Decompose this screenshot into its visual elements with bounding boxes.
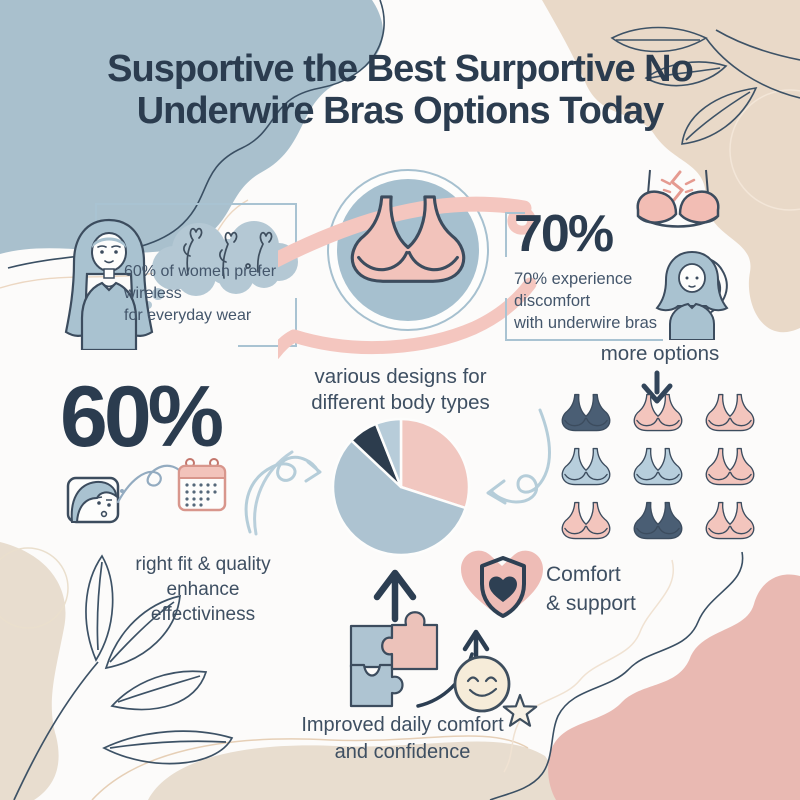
woman-thinking-icon <box>64 218 154 350</box>
bra-option-icon <box>694 386 766 440</box>
woman-discomfort-icon <box>655 250 729 340</box>
pie-slice <box>399 417 471 510</box>
fit-quality-line-2: enhance <box>166 579 240 600</box>
pie-title-line-2: different body types <box>311 391 490 414</box>
title-line-2: Underwire Bras Options Today <box>136 90 665 132</box>
right-stat-text: 70% experience discomfort with underwire… <box>514 268 704 334</box>
blob-bottom-left-strip <box>0 542 66 800</box>
pie-title-line-1: various designs for <box>314 365 487 388</box>
calendar-icon <box>177 458 227 512</box>
puzzle-pieces-icon <box>349 611 439 708</box>
left-frame-bottom <box>238 345 297 347</box>
bra-option-icon <box>550 440 622 494</box>
leaf-branch-top-right <box>610 26 800 145</box>
left-stat-line-1: 60% of women prefer wireless <box>124 263 277 302</box>
bottom-caption-line-1: Improved daily comfort <box>301 714 504 736</box>
pie-slice <box>374 417 403 489</box>
comfort-line-2: & support <box>546 592 636 615</box>
loop-arrow-right-icon <box>486 408 551 505</box>
star-icon <box>502 693 538 727</box>
fit-quality-line-3: effectiviness <box>150 604 256 625</box>
bra-options-grid <box>550 386 766 548</box>
page-title: Susportive the Best Surportive No Underw… <box>0 48 800 132</box>
wireless-bra-emblem-icon <box>278 169 537 360</box>
comfort-support-label: Comfort & support <box>546 560 636 618</box>
right-frame-bottom <box>505 339 663 341</box>
fit-quality-caption: right fit & quality enhance effectivines… <box>118 552 288 627</box>
big-stat-value: 60% <box>60 369 224 465</box>
left-stat-text: 60% of women prefer wireless for everyda… <box>124 261 319 327</box>
bottom-caption-line-2: and confidence <box>334 741 471 763</box>
right-stat-value: 70% <box>514 205 614 263</box>
pain-bolt-icon <box>669 170 685 202</box>
left-frame-top <box>95 203 297 205</box>
heart-shield-icon <box>461 550 543 618</box>
fit-quality-line-1: right fit & quality <box>135 554 271 575</box>
calendar-dots <box>185 483 217 507</box>
pie-slice <box>331 439 467 557</box>
bottom-caption: Improved daily comfort and confidence <box>295 712 510 766</box>
down-arrow-icon <box>641 370 673 404</box>
up-arrow-icon <box>373 569 417 623</box>
left-stat-line-2: for everyday wear <box>124 307 252 324</box>
right-stat-line-1: 70% experience discomfort <box>514 270 633 310</box>
bra-option-icon <box>622 386 694 440</box>
right-frame-tick <box>505 212 525 214</box>
bra-option-icon <box>622 440 694 494</box>
sprout-doodles <box>183 227 273 279</box>
bra-option-icon <box>694 440 766 494</box>
right-stat-line-2: with underwire bras <box>514 314 658 332</box>
bra-option-icon <box>694 494 766 548</box>
blob-top-left <box>0 0 384 254</box>
thought-cloud-icon <box>144 221 298 309</box>
swoosh-left-of-pie <box>253 450 294 536</box>
bra-option-icon <box>550 386 622 440</box>
comfort-line-1: Comfort <box>546 563 621 586</box>
leaf-branch-bottom-left <box>13 554 234 800</box>
pie-chart <box>331 417 471 557</box>
left-frame-right-upper <box>295 203 297 253</box>
bra-option-icon <box>550 494 622 548</box>
left-frame-tick <box>95 203 97 223</box>
pie-title: various designs for different body types <box>288 364 513 416</box>
smiley-star-icon <box>453 655 538 727</box>
loop-arrow-left-icon <box>244 455 322 534</box>
title-line-1: Susportive the Best Surportive No <box>107 48 694 90</box>
blob-bottom-center <box>148 741 558 800</box>
face-icon <box>66 476 120 524</box>
blob-bottom-right <box>548 574 800 800</box>
more-options-label: more options <box>600 342 720 365</box>
underwire-discomfort-bra-icon <box>636 169 720 228</box>
right-frame-left-lower <box>505 298 507 341</box>
bra-option-icon <box>622 494 694 548</box>
blob-top-right <box>542 0 800 333</box>
right-frame-left-upper <box>505 212 507 257</box>
left-frame-right-lower <box>295 298 297 347</box>
